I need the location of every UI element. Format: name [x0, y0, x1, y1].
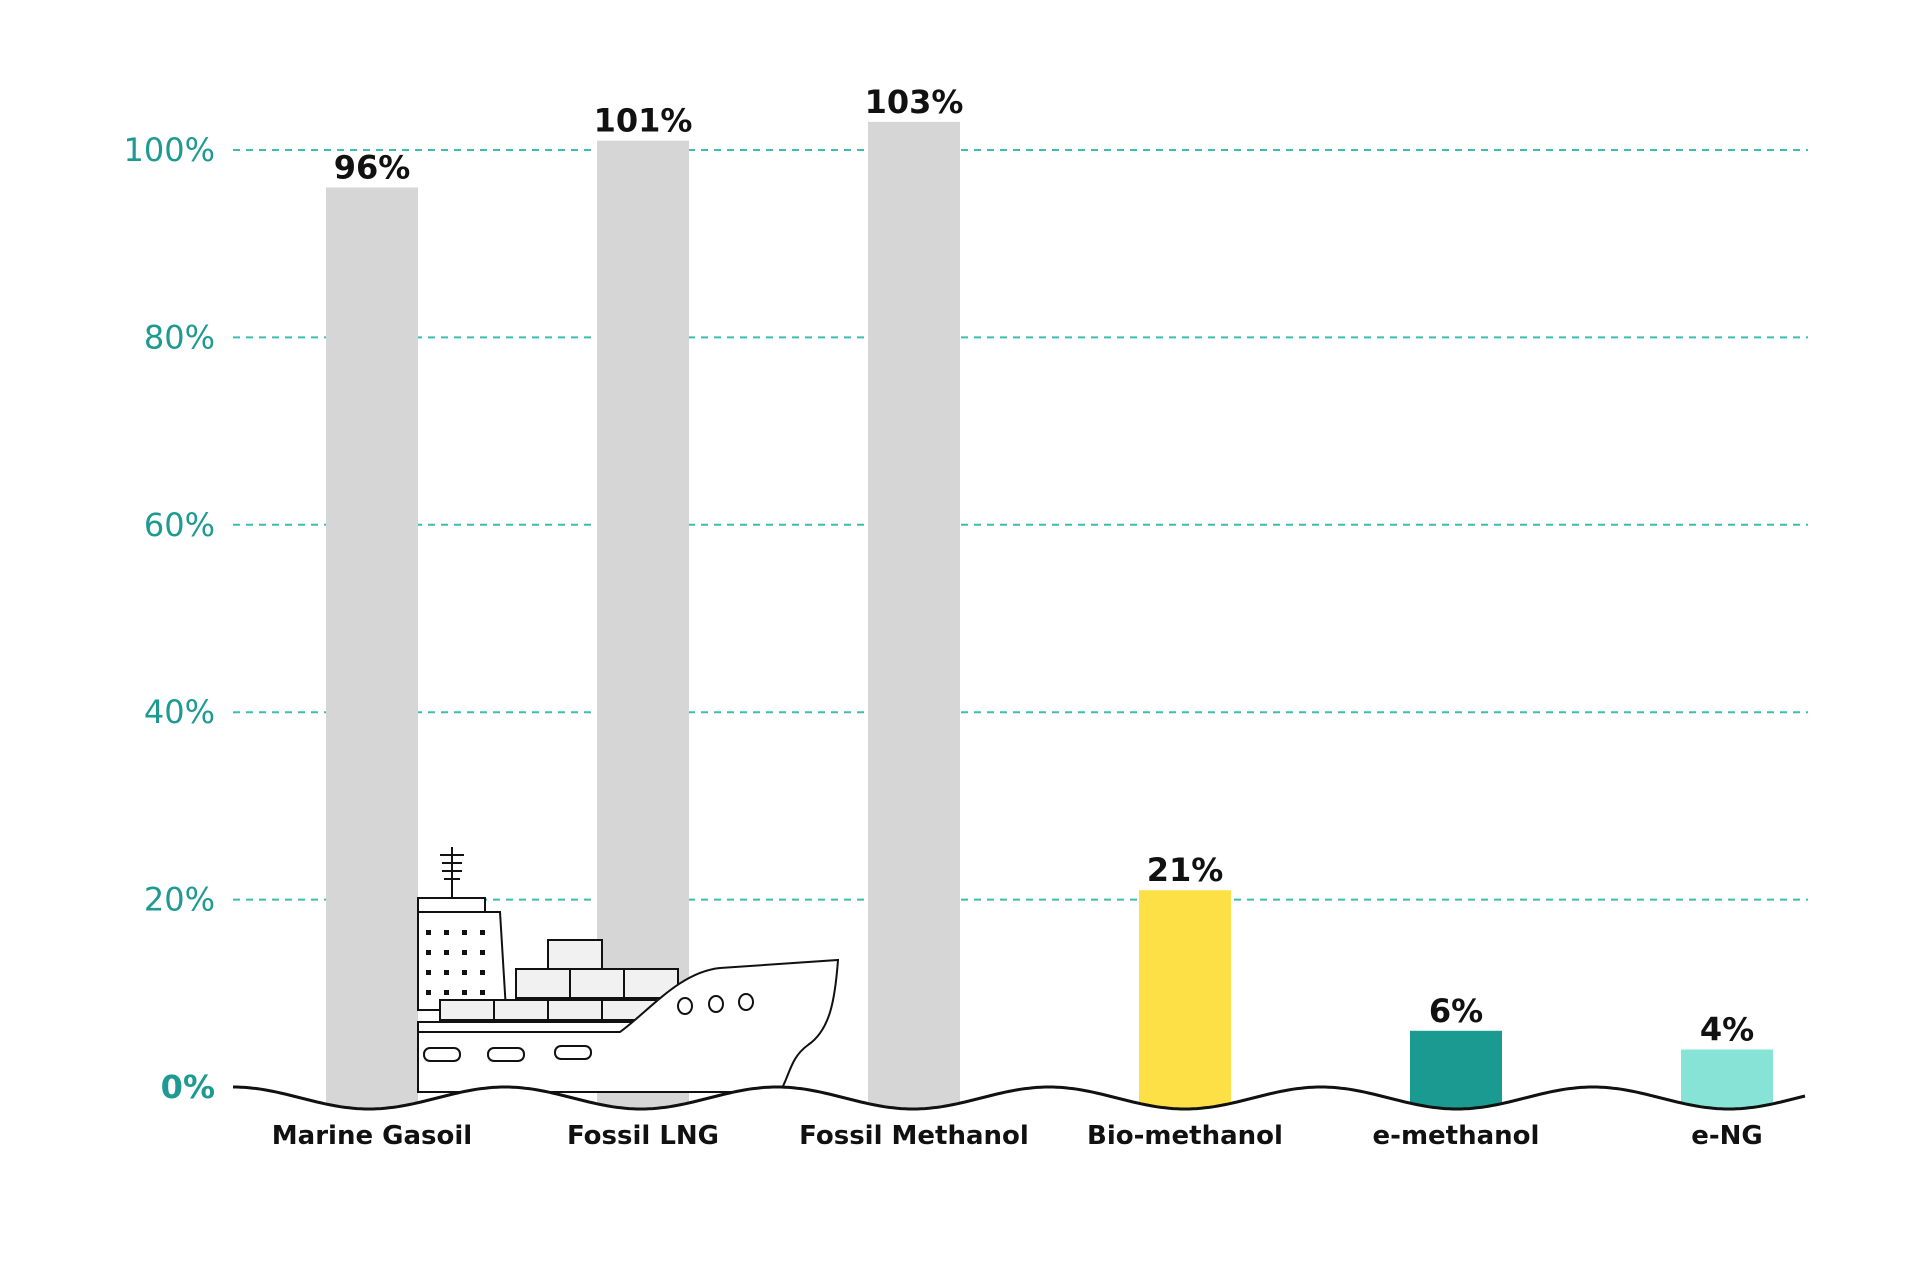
y-tick-label: 60% [144, 506, 215, 544]
y-tick-label: 0% [161, 1068, 215, 1106]
bar [1410, 1030, 1502, 1108]
x-category-label: e-NG [1691, 1121, 1763, 1151]
water-wave-baseline [233, 1085, 1806, 1111]
bar-value-label: 6% [1429, 992, 1483, 1030]
y-axis-ticks: 0% 20% 40% 60% 80% 100% [124, 131, 215, 1106]
bars [326, 121, 1773, 1109]
category-labels: Marine Gasoil Fossil LNG Fossil Methanol Bi… [272, 1121, 1763, 1151]
bar [597, 140, 689, 1108]
bar-value-label: 103% [865, 83, 964, 121]
bar-value-label: 21% [1147, 851, 1224, 889]
y-tick-label: 40% [144, 693, 215, 731]
bar [1681, 1049, 1773, 1108]
bar-value-label: 96% [334, 148, 411, 186]
gridlines [233, 149, 1808, 901]
x-category-label: e-methanol [1373, 1121, 1540, 1151]
bar-value-label: 4% [1700, 1011, 1754, 1049]
container-ship-icon [417, 847, 840, 1093]
y-tick-label: 20% [144, 881, 215, 919]
bar [326, 187, 418, 1109]
value-labels: 96% 101% 103% 21% 6% 4% [334, 83, 1754, 1049]
y-tick-label: 100% [124, 131, 215, 169]
x-category-label: Marine Gasoil [272, 1121, 472, 1151]
x-category-label: Fossil Methanol [799, 1121, 1029, 1151]
wave-fill [233, 1087, 1808, 1125]
bar [868, 121, 960, 1108]
x-category-label: Bio-methanol [1087, 1121, 1283, 1151]
y-tick-label: 80% [144, 318, 215, 356]
bar-value-label: 101% [594, 102, 693, 140]
bar [1139, 890, 1231, 1108]
x-category-label: Fossil LNG [567, 1121, 719, 1151]
